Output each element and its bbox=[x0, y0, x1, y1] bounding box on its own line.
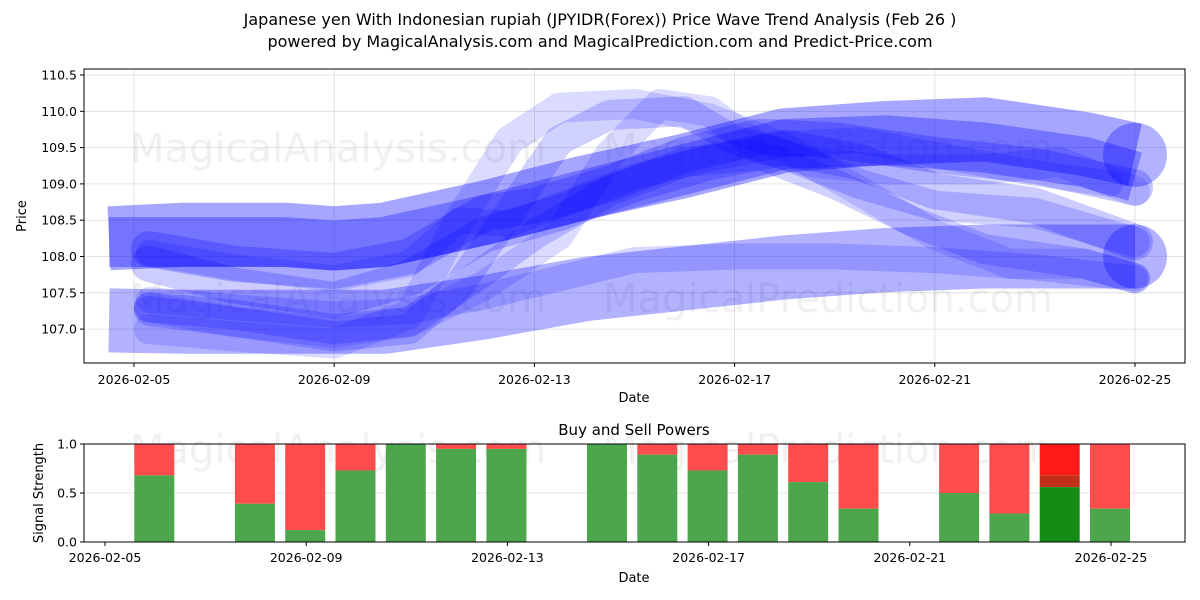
price-x-axis: 2026-02-05 2026-02-09 2026-02-13 2026-02-17… bbox=[98, 363, 1172, 387]
buy-bar bbox=[486, 449, 526, 542]
bar-2026-02-12 bbox=[436, 444, 476, 542]
sell-bar bbox=[336, 444, 376, 470]
buy-sell-y-tick-label: 0.0 bbox=[57, 535, 77, 550]
price-y-tick-label: 109.5 bbox=[41, 140, 77, 155]
buy-sell-y-tick-label: 0.5 bbox=[57, 486, 77, 501]
buy-bar bbox=[788, 482, 828, 542]
buy-bar bbox=[587, 444, 627, 542]
bar-2026-02-18 bbox=[738, 444, 778, 542]
sell-bar bbox=[788, 444, 828, 482]
bar-2026-02-20 bbox=[839, 444, 879, 542]
bar-2026-02-17 bbox=[688, 444, 728, 542]
buy-sell-x-axis-label: Date bbox=[618, 571, 649, 586]
price-x-tick-label: 2026-02-21 bbox=[898, 372, 971, 387]
price-y-tick-label: 109.0 bbox=[41, 176, 77, 191]
buy-sell-y-axis: 0.0 0.5 1.0 bbox=[57, 437, 84, 550]
price-y-tick-label: 110.5 bbox=[41, 68, 77, 83]
wave-band-endcap bbox=[1103, 225, 1167, 289]
buy-bar bbox=[336, 470, 376, 542]
sell-bar bbox=[285, 444, 325, 530]
bar-2026-02-06 bbox=[134, 444, 174, 542]
sell-bar bbox=[637, 444, 677, 455]
price-x-axis-label: Date bbox=[618, 391, 649, 406]
buy-sell-x-tick-label: 2026-02-21 bbox=[873, 550, 946, 565]
buy-bar bbox=[989, 514, 1029, 542]
sell-bar bbox=[134, 444, 174, 475]
wave-band-endcap bbox=[1103, 123, 1167, 187]
bar-2026-02-08 bbox=[235, 444, 275, 542]
buy-sell-x-tick-label: 2026-02-05 bbox=[69, 550, 142, 565]
bar-2026-02-19 bbox=[788, 444, 828, 542]
price-y-axis: 107.0 107.5 108.0 108.5 109.0 109.5 110.0 110.5 bbox=[41, 68, 84, 337]
price-y-tick-label: 110.0 bbox=[41, 104, 77, 119]
buy-sell-x-tick-label: 2026-02-17 bbox=[672, 550, 745, 565]
sell-bar bbox=[688, 444, 728, 470]
buy-bar bbox=[688, 470, 728, 542]
sell-bar bbox=[1090, 444, 1130, 509]
price-x-tick-label: 2026-02-17 bbox=[698, 372, 771, 387]
buy-sell-y-axis-label: Signal Strength bbox=[32, 443, 47, 543]
buy-bar bbox=[436, 449, 476, 542]
buy-sell-x-tick-label: 2026-02-09 bbox=[270, 550, 343, 565]
buy-bar bbox=[386, 444, 426, 542]
bar-2026-02-15 bbox=[587, 444, 627, 542]
bar-2026-02-09 bbox=[285, 444, 325, 542]
bar-2026-02-22 bbox=[939, 444, 979, 542]
price-y-tick-label: 108.5 bbox=[41, 213, 77, 228]
price-y-tick-label: 107.5 bbox=[41, 285, 77, 300]
buy-bar bbox=[1090, 509, 1130, 542]
sell-bar bbox=[486, 444, 526, 449]
price-x-tick-label: 2026-02-25 bbox=[1099, 372, 1172, 387]
bar-2026-02-25 bbox=[1090, 444, 1130, 542]
buy-sell-y-tick-label: 1.0 bbox=[57, 437, 77, 452]
overlap-bar bbox=[1040, 475, 1080, 487]
buy-sell-x-tick-label: 2026-02-25 bbox=[1075, 550, 1148, 565]
buy-bar bbox=[285, 530, 325, 542]
sell-bar bbox=[738, 444, 778, 455]
bar-2026-02-13 bbox=[486, 444, 526, 542]
sell-bar bbox=[939, 444, 979, 493]
buy-bar bbox=[1040, 487, 1080, 542]
buy-sell-x-tick-label: 2026-02-13 bbox=[471, 550, 544, 565]
bar-2026-02-10 bbox=[336, 444, 376, 542]
price-x-tick-label: 2026-02-13 bbox=[498, 372, 571, 387]
buy-bar bbox=[134, 475, 174, 542]
sell-bar bbox=[989, 444, 1029, 514]
buy-bar bbox=[637, 455, 677, 542]
bar-2026-02-24 bbox=[1040, 444, 1080, 542]
bar-2026-02-23 bbox=[989, 444, 1029, 542]
bar-2026-02-11 bbox=[386, 444, 426, 542]
sell-bar bbox=[839, 444, 879, 509]
buy-bar bbox=[738, 455, 778, 542]
bar-2026-02-16 bbox=[637, 444, 677, 542]
price-y-tick-label: 108.0 bbox=[41, 249, 77, 264]
sell-bar bbox=[1040, 444, 1080, 475]
price-x-tick-label: 2026-02-05 bbox=[98, 372, 171, 387]
price-y-tick-label: 107.0 bbox=[41, 322, 77, 337]
buy-bar bbox=[235, 504, 275, 542]
buy-bar bbox=[839, 509, 879, 542]
sell-bar bbox=[235, 444, 275, 504]
price-y-axis-label: Price bbox=[15, 200, 30, 232]
chart-canvas: MagicalAnalysis.com MagicalPrediction.co… bbox=[0, 0, 1200, 600]
buy-bar bbox=[939, 493, 979, 542]
buy-sell-x-axis: 2026-02-05 2026-02-09 2026-02-13 2026-02-17… bbox=[69, 542, 1148, 565]
price-x-tick-label: 2026-02-09 bbox=[298, 372, 371, 387]
sell-bar bbox=[436, 444, 476, 449]
